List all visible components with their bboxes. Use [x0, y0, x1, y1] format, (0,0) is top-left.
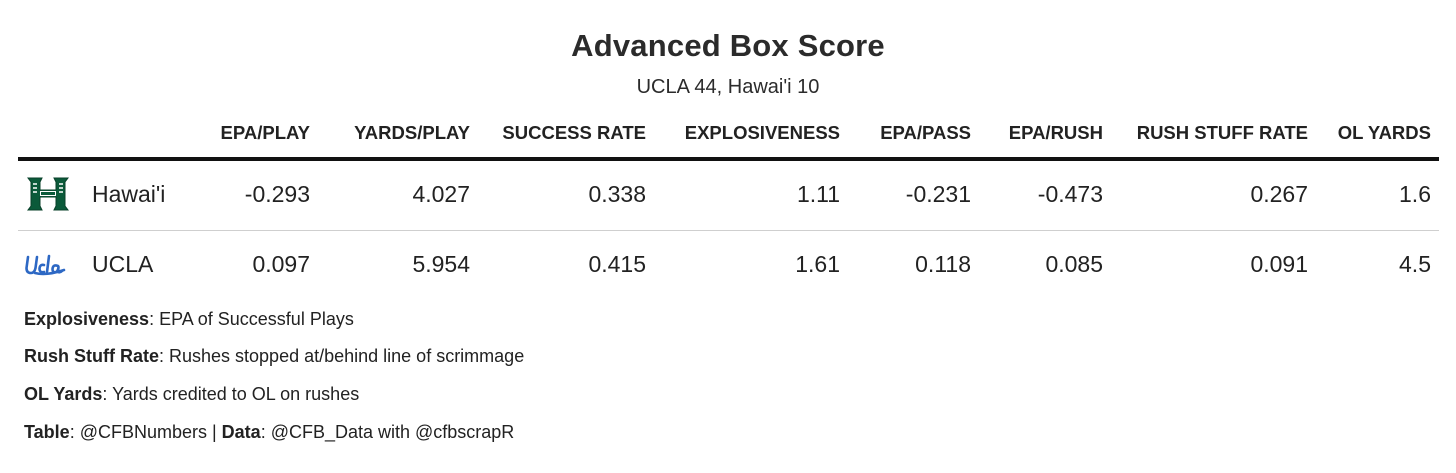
cell-epa-pass: 0.118 [915, 251, 971, 277]
column-header-yards-play: YARDS/PLAY [354, 122, 470, 143]
table-subtitle: UCLA 44, Hawai'i 10 [636, 76, 820, 98]
column-header-rush-stuff-rate: RUSH STUFF RATE [1136, 122, 1308, 143]
hawaii-h-logo-icon [24, 176, 72, 212]
footnote-definition: : @CFB_Data with @cfbscrapR [260, 422, 515, 442]
footnote-credits: Table: @CFBNumbers | Data: @CFB_Data wit… [24, 422, 514, 443]
cell-ol-yards: 1.6 [1399, 181, 1431, 207]
row-divider [18, 230, 1439, 231]
footnote-term: Rush Stuff Rate [24, 346, 159, 366]
footnote-definition: : EPA of Successful Plays [149, 309, 354, 329]
team-name-ucla: UCLA [92, 251, 154, 277]
cell-ol-yards: 4.5 [1399, 251, 1431, 277]
column-header-epa-pass: EPA/PASS [880, 122, 971, 143]
table-row: UCLA 0.097 5.954 0.415 1.61 0.118 0.085 … [0, 234, 1456, 294]
footnote-definition: : Yards credited to OL on rushes [102, 384, 360, 404]
cell-yards-play: 5.954 [412, 251, 470, 277]
column-header-epa-play: EPA/PLAY [220, 122, 310, 143]
cell-explosiveness: 1.61 [795, 251, 840, 277]
footnote-definition: : @CFBNumbers | [69, 422, 222, 442]
cell-yards-play: 4.027 [412, 181, 470, 207]
footnote-explosiveness: Explosiveness: EPA of Successful Plays [24, 309, 354, 330]
footnote-rush-stuff-rate: Rush Stuff Rate: Rushes stopped at/behin… [24, 346, 524, 367]
column-header-explosiveness: EXPLOSIVENESS [684, 122, 840, 143]
cell-epa-pass: -0.231 [905, 181, 971, 207]
header-divider [18, 157, 1439, 161]
footnote-term: Table [24, 422, 70, 442]
cell-epa-play: -0.293 [244, 181, 310, 207]
footnote-ol-yards: OL Yards: Yards credited to OL on rushes [24, 384, 359, 405]
cell-epa-play: 0.097 [252, 251, 310, 277]
cell-success-rate: 0.415 [588, 251, 646, 277]
table-title: Advanced Box Score [571, 28, 885, 63]
column-header-success-rate: SUCCESS RATE [502, 122, 646, 143]
footnote-term: Explosiveness [24, 309, 150, 329]
footnote-definition: : Rushes stopped at/behind line of scrim… [159, 346, 525, 366]
cell-epa-rush: -0.473 [1037, 181, 1103, 207]
footnote-term: OL Yards [24, 384, 103, 404]
column-header-row: EPA/PLAY YARDS/PLAY SUCCESS RATE EXPLOSI… [0, 122, 1456, 148]
column-header-epa-rush: EPA/RUSH [1008, 122, 1103, 143]
cell-rush-stuff-rate: 0.091 [1250, 251, 1308, 277]
table-row: Hawai'i -0.293 4.027 0.338 1.11 -0.231 -… [0, 164, 1456, 224]
column-header-ol-yards: OL YARDS [1337, 122, 1431, 143]
cell-success-rate: 0.338 [588, 181, 646, 207]
cell-explosiveness: 1.11 [796, 181, 840, 207]
cell-epa-rush: 0.085 [1045, 251, 1103, 277]
footnote-term: Data [221, 422, 261, 442]
cell-rush-stuff-rate: 0.267 [1250, 181, 1308, 207]
team-name-hawaii: Hawai'i [92, 181, 166, 207]
ucla-script-logo-icon [24, 246, 72, 282]
